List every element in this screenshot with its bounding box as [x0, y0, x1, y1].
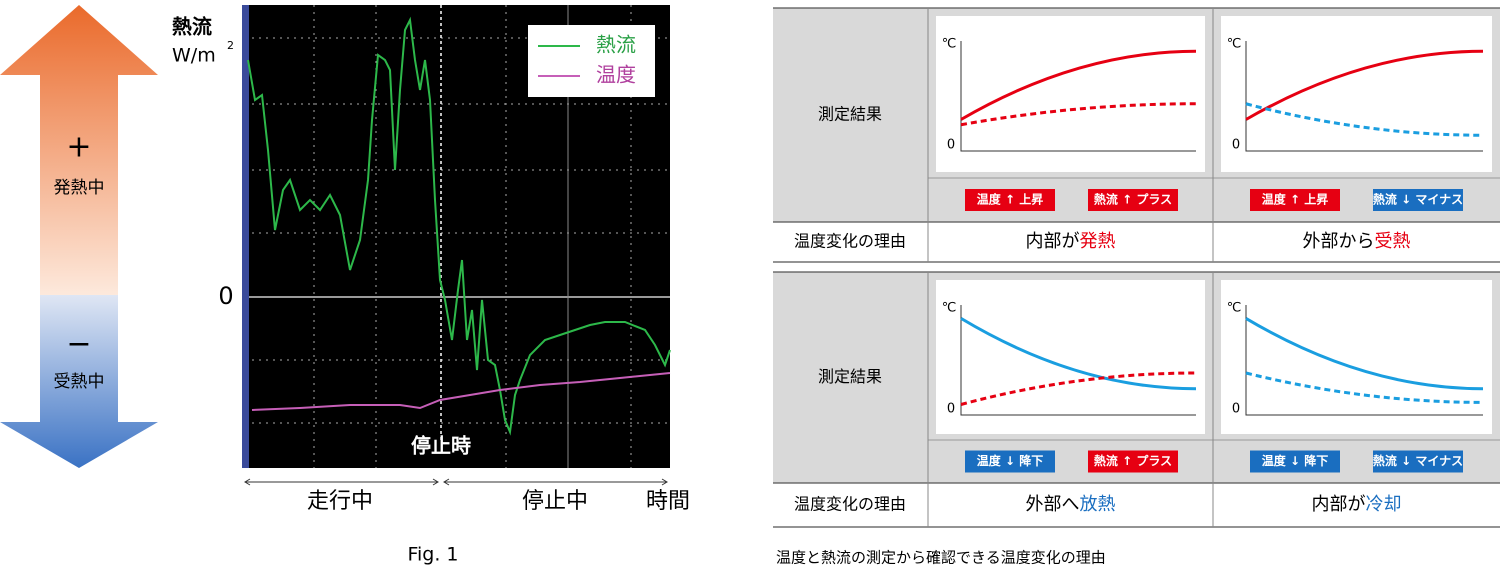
- reason-text: 内部が: [1026, 231, 1080, 252]
- reason: 内部が冷却: [1312, 494, 1402, 515]
- badge-text: 温度 ↓ 降下: [977, 453, 1043, 468]
- graph-panel: [936, 16, 1205, 172]
- stop-label: 停止時: [411, 434, 471, 458]
- reason-text: 外部へ: [1026, 494, 1080, 515]
- y-label: 熱流: [172, 15, 212, 39]
- badge-text: 熱流 ↓ マイナス: [1373, 192, 1463, 207]
- heat-flux-trace: [247, 16, 671, 436]
- phase-arrowhead: [443, 478, 450, 486]
- row-header: 温度変化の理由: [794, 495, 906, 514]
- axis-unit: ℃: [942, 301, 957, 316]
- legend-box: [528, 25, 655, 97]
- badge-text: 温度 ↑ 上昇: [977, 192, 1043, 207]
- badge: [965, 450, 1055, 473]
- phase-arrowhead: [432, 478, 439, 486]
- phase-arrowhead: [661, 478, 668, 486]
- table-caption: 温度と熱流の測定から確認できる温度変化の理由: [776, 549, 1106, 567]
- graph-panel: [936, 280, 1205, 434]
- badge-text: 熱流 ↑ プラス: [1094, 453, 1172, 468]
- reason-highlight: 受熱: [1375, 231, 1411, 252]
- y-unit: W/m: [172, 45, 216, 67]
- graph-curve: [960, 317, 1197, 391]
- graph-curve: [1245, 102, 1484, 137]
- row-header: 測定結果: [818, 367, 882, 386]
- legend-label: 温度: [596, 63, 636, 87]
- badge: [1088, 189, 1178, 211]
- row-header: 温度変化の理由: [794, 232, 906, 251]
- phase-label: 停止中: [522, 489, 588, 514]
- badge: [1373, 189, 1463, 211]
- figure-caption: Fig. 1: [407, 544, 458, 566]
- y-unit-exp: 2: [227, 39, 234, 52]
- table-bg: [773, 222, 1500, 262]
- plus-label: 発熱中: [54, 178, 105, 198]
- graph-axis: [960, 41, 1196, 152]
- reason-text: 外部から: [1303, 231, 1375, 252]
- graph-curve: [1245, 371, 1484, 404]
- zero-label: 0: [218, 282, 233, 310]
- table-bg: [773, 483, 1500, 527]
- reason: 外部から受熱: [1303, 231, 1411, 252]
- badge: [1250, 450, 1340, 473]
- axis-unit: ℃: [1227, 37, 1242, 52]
- badge-text: 熱流 ↑ プラス: [1094, 192, 1172, 207]
- reason-highlight: 冷却: [1366, 494, 1402, 515]
- heat-arrow-up: [0, 5, 158, 295]
- minus-label: 受熱中: [54, 372, 105, 392]
- graph-curve: [1245, 317, 1484, 391]
- graph-panel: [1221, 16, 1492, 172]
- reason-highlight: 放熱: [1080, 494, 1116, 515]
- reason: 内部が発熱: [1026, 231, 1116, 252]
- badge-text: 熱流 ↓ マイナス: [1373, 453, 1463, 468]
- scope-edge: [242, 5, 249, 468]
- axis-unit: ℃: [942, 37, 957, 52]
- badge: [1088, 450, 1178, 473]
- badge: [965, 189, 1055, 211]
- axis-unit: ℃: [1227, 301, 1242, 316]
- graph-axis: [1245, 41, 1483, 152]
- plus-sign: +: [66, 130, 91, 165]
- graph-curve: [1245, 49, 1484, 121]
- graph-curve: [960, 49, 1197, 121]
- badge: [1373, 450, 1463, 473]
- graph-axis: [960, 305, 1196, 416]
- minus-sign: −: [66, 327, 91, 362]
- x-label: 時間: [646, 489, 690, 514]
- row-header: 測定結果: [818, 105, 882, 124]
- badge-text: 温度 ↑ 上昇: [1262, 192, 1328, 207]
- graph-panel: [1221, 280, 1492, 434]
- badge: [1250, 189, 1340, 211]
- graph-axis: [1245, 305, 1483, 416]
- heat-arrow-down: [0, 295, 158, 468]
- phase-label: 走行中: [307, 489, 373, 514]
- phase-arrowhead: [244, 478, 251, 486]
- reason: 外部へ放熱: [1026, 494, 1116, 515]
- axis-zero: 0: [947, 138, 955, 153]
- axis-zero: 0: [1232, 402, 1240, 417]
- reason-text: 内部が: [1312, 494, 1366, 515]
- reason-highlight: 発熱: [1080, 231, 1116, 252]
- axis-zero: 0: [1232, 138, 1240, 153]
- badge-text: 温度 ↓ 降下: [1262, 453, 1328, 468]
- graph-curve: [960, 371, 1197, 406]
- legend-label: 熱流: [596, 33, 636, 57]
- axis-zero: 0: [947, 402, 955, 417]
- temperature-trace: [251, 372, 671, 411]
